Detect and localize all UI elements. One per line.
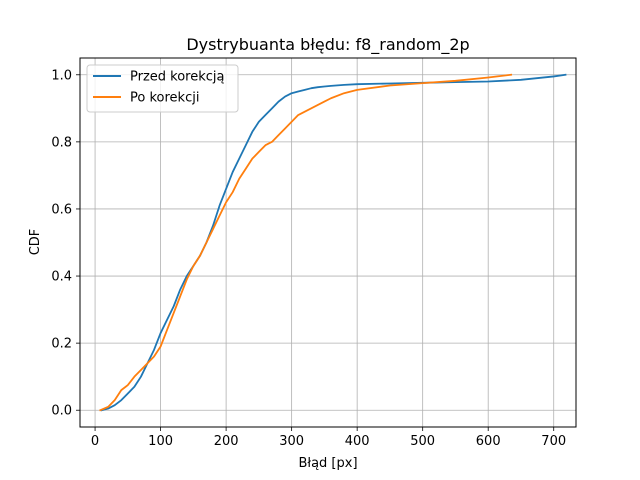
- y-tick-label: 0.8: [51, 135, 72, 150]
- x-tick-label: 700: [541, 434, 566, 449]
- plot-frame: [79, 57, 577, 428]
- legend-label-przed: Przed korekcją: [130, 70, 225, 85]
- series-line-po-korekcji: [99, 73, 513, 412]
- legend-box: [86, 64, 239, 113]
- x-tick-label: 300: [279, 434, 304, 449]
- chart-title: Dystrybuanta błędu: f8_random_2p: [186, 35, 469, 55]
- y-axis-ticks: 0.0 0.2 0.4 0.6 0.8 1.0: [51, 68, 80, 419]
- y-tick-label: 0.2: [51, 337, 72, 352]
- y-axis-label: CDF: [28, 229, 43, 256]
- legend: Przed korekcją Po korekcji: [86, 64, 239, 113]
- x-tick-label: 600: [476, 434, 501, 449]
- y-tick-label: 0.0: [51, 404, 72, 419]
- grid: [80, 58, 576, 427]
- y-tick-label: 0.6: [51, 202, 72, 217]
- x-tick-label: 200: [214, 434, 239, 449]
- legend-label-po: Po korekcji: [130, 91, 199, 106]
- x-tick-label: 0: [91, 434, 99, 449]
- x-tick-label: 400: [345, 434, 370, 449]
- y-tick-label: 0.4: [51, 270, 72, 285]
- x-tick-label: 500: [410, 434, 435, 449]
- x-axis-ticks: 0 100 200 300 400 500 600 700: [91, 427, 566, 449]
- x-tick-label: 100: [148, 434, 173, 449]
- series-lines: [99, 73, 567, 412]
- series-line-przed-korekcja: [100, 73, 567, 412]
- y-tick-label: 1.0: [51, 68, 72, 83]
- x-axis-label: Błąd [px]: [298, 456, 357, 471]
